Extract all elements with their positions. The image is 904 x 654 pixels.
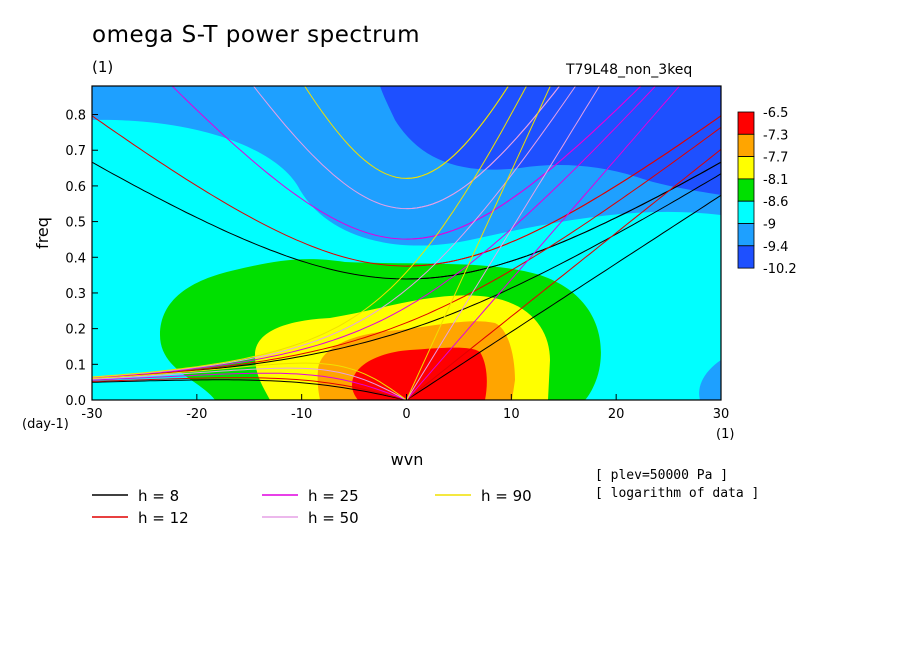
x-axis-label: wvn (391, 450, 424, 469)
legend-label: h = 8 (138, 487, 179, 505)
colorbar-swatch (737, 245, 755, 269)
colorbar-label: -10.2 (763, 262, 797, 277)
kelvin-wave-curve (406, 148, 721, 400)
colorbar-label: -9 (763, 218, 776, 233)
mixed-rossby-gravity-curve (92, 126, 721, 379)
x-tick-label: 0 (402, 407, 410, 422)
colorbar-swatch (737, 133, 755, 158)
kelvin-wave-curve (406, 86, 551, 400)
contour-level-7.3 (352, 347, 487, 400)
y-tick-label: 0.4 (65, 251, 86, 266)
rossby-wave-curve (92, 372, 407, 400)
y-unit-label: (day-1) (22, 417, 69, 432)
y-tick-label: 0.5 (65, 216, 86, 231)
y-tick-label: 0.3 (65, 287, 86, 302)
chart-title: omega S-T power spectrum (92, 22, 421, 48)
y-axis-label: freq (33, 217, 52, 249)
legend-label: h = 25 (308, 487, 359, 505)
inertia-gravity-curve (252, 86, 561, 210)
x-tick-label: -30 (81, 407, 102, 422)
colorbar-label: -9.4 (763, 240, 788, 255)
x-tick-label: 20 (608, 407, 625, 422)
y-tick-label: 0.7 (65, 144, 86, 159)
mixed-rossby-gravity-curve (92, 86, 577, 378)
inertia-gravity-curve (92, 161, 721, 280)
kelvin-wave-curve (406, 86, 681, 400)
legend-label: h = 12 (138, 509, 189, 527)
legend-label: h = 50 (308, 509, 359, 527)
rossby-wave-curve (92, 367, 407, 400)
colorbar: -6.5 -7.3 -7.7 -8.1 -8.6 -9 -9.4 -10.2 (737, 106, 797, 277)
inertia-gravity-curve (304, 86, 509, 179)
plev-note: [ plev=50000 Pa ] (595, 468, 729, 483)
y-tick-label: 0.0 (65, 394, 86, 409)
y-tick-label: 0.2 (65, 323, 86, 338)
y-tick-label: 0.8 (65, 109, 86, 124)
colorbar-swatch (737, 111, 755, 135)
dispersion-curves (92, 86, 721, 400)
contour-field (92, 86, 721, 400)
colorbar-label: -7.3 (763, 128, 788, 143)
chart-subtitle: (1) (92, 58, 114, 76)
mixed-rossby-gravity-curve (92, 86, 528, 378)
colorbar-label: -8.6 (763, 195, 788, 210)
colorbar-label: -8.1 (763, 173, 788, 188)
x-tick-label: -10 (291, 407, 312, 422)
colorbar-swatch (737, 178, 755, 202)
kelvin-wave-curve (406, 194, 721, 400)
colorbar-label: -7.7 (763, 151, 788, 166)
rossby-wave-curve (92, 362, 407, 400)
colorbar-swatch (737, 223, 755, 247)
colorbar-label: -6.5 (763, 106, 788, 121)
y-tick-label: 0.1 (65, 358, 86, 373)
contour-level-9.4-corner (699, 360, 721, 400)
y-tick-label: 0.6 (65, 180, 86, 195)
inertia-gravity-curve (171, 86, 642, 240)
mixed-rossby-gravity-curve (92, 86, 657, 378)
rossby-wave-curve (92, 379, 407, 400)
inertia-gravity-curve (92, 115, 721, 267)
colorbar-swatch (737, 156, 755, 180)
colorbar-swatch (737, 200, 755, 224)
log-note: [ logarithm of data ] (595, 486, 760, 501)
legend-label: h = 90 (481, 487, 532, 505)
axes: -30 -20 -10 0 10 20 30 0.0 0.1 0.2 0.3 0.4 0.5 0.6 0.7… (65, 109, 729, 422)
x-unit-label: (1) (716, 427, 734, 442)
contour-level-10.2 (380, 86, 721, 195)
kelvin-wave-curve (406, 86, 601, 400)
x-tick-label: 30 (713, 407, 730, 422)
x-tick-label: 10 (503, 407, 520, 422)
rossby-wave-curve (92, 377, 407, 400)
dispersion-legend: h = 8 h = 12 h = 25 h = 50 h = 90 (92, 487, 532, 527)
x-tick-label: -20 (186, 407, 207, 422)
run-id-label: T79L48_non_3keq (566, 62, 693, 78)
